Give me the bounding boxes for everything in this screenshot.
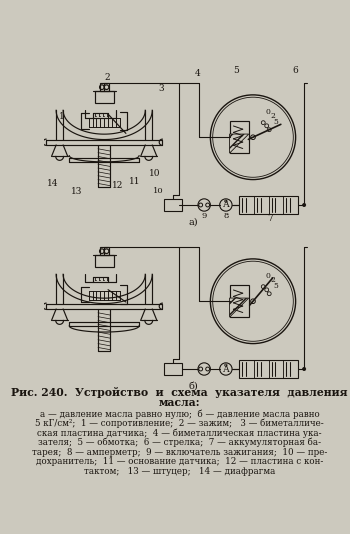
Circle shape (303, 367, 306, 371)
Text: 2: 2 (270, 112, 275, 120)
Text: 10: 10 (153, 187, 164, 195)
Text: 2: 2 (270, 276, 275, 284)
Text: тарея;  8 — амперметр;  9 — включатель зажигания;  10 — пре-: тарея; 8 — амперметр; 9 — включатель заж… (32, 447, 327, 457)
Text: 2: 2 (105, 73, 110, 82)
Text: ская пластина датчика;  4 — биметаллическая пластина ука-: ская пластина датчика; 4 — биметаллическ… (37, 428, 322, 438)
Text: Рис. 240.  Устройство  и  схема  указателя  давления: Рис. 240. Устройство и схема указателя д… (11, 388, 348, 398)
Text: а): а) (189, 217, 198, 226)
Text: 12: 12 (112, 181, 123, 190)
Bar (239, 196, 298, 214)
Text: 5: 5 (274, 282, 279, 290)
Text: 5: 5 (274, 118, 279, 126)
Text: 13: 13 (71, 186, 82, 195)
Text: дохранитель;  11 — основание датчика;  12 — пластина с кон-: дохранитель; 11 — основание датчика; 12 … (36, 457, 323, 466)
Text: 7: 7 (267, 214, 273, 223)
Text: А: А (223, 365, 229, 373)
Text: зателя;  5 — обмотка;  6 — стрелка;  7 — аккумуляторная ба-: зателя; 5 — обмотка; 6 — стрелка; 7 — ак… (38, 438, 321, 447)
Text: 0: 0 (265, 108, 270, 116)
Bar (164, 363, 182, 375)
Bar (239, 360, 298, 378)
Bar (95, 91, 113, 103)
Text: 6: 6 (293, 66, 299, 75)
Text: 10: 10 (149, 169, 160, 178)
Bar (99, 83, 109, 91)
Polygon shape (230, 134, 249, 153)
Polygon shape (230, 298, 249, 317)
Text: 9: 9 (202, 212, 207, 220)
Text: 3: 3 (159, 84, 164, 93)
Text: 8: 8 (223, 212, 229, 220)
Text: масла:: масла: (159, 397, 200, 408)
Bar (99, 247, 109, 255)
Text: А: А (223, 200, 229, 209)
Text: тактом;   13 — штуцер;   14 — диафрагма: тактом; 13 — штуцер; 14 — диафрагма (84, 467, 275, 476)
Bar (164, 199, 182, 211)
Text: 11: 11 (130, 177, 141, 186)
Text: 5: 5 (233, 66, 239, 75)
Text: б): б) (188, 381, 198, 390)
Text: 4: 4 (194, 69, 200, 78)
Text: 5 кГ/см²;  1 — сопротивление;  2 — зажим;   3 — биметалличе-: 5 кГ/см²; 1 — сопротивление; 2 — зажим; … (35, 419, 324, 428)
Text: а — давление масла равно нулю;  б — давление масла равно: а — давление масла равно нулю; б — давле… (40, 409, 319, 419)
Bar (230, 285, 249, 317)
Bar (95, 255, 113, 266)
Text: 14: 14 (47, 179, 59, 188)
Bar (230, 121, 249, 153)
Text: 1: 1 (59, 112, 64, 121)
Text: 0: 0 (265, 272, 270, 280)
Circle shape (303, 203, 306, 207)
